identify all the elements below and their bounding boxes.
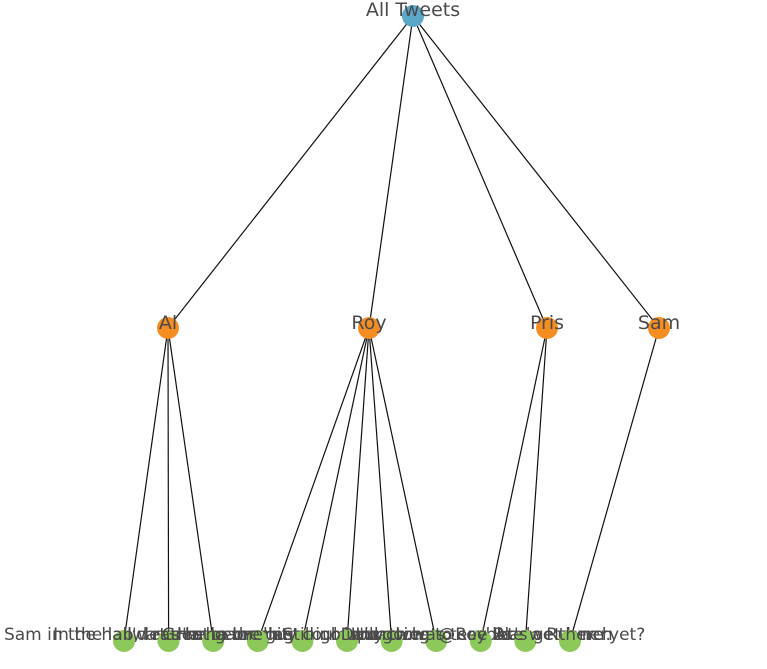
author-node-al[interactable]: Al: [157, 312, 179, 339]
author-node-pris[interactable]: Pris: [530, 312, 564, 339]
tweet-node-circle[interactable]: [336, 630, 358, 652]
root-node-circle[interactable]: [402, 5, 424, 27]
author-label: Roy: [351, 312, 386, 334]
author-node-circle[interactable]: [358, 317, 380, 339]
link-al-to-tweet-3: [167, 327, 214, 642]
tweet-node-circle[interactable]: [559, 630, 581, 652]
link-roy-to-tweet-3: [346, 327, 370, 642]
link-al-to-tweet-2: [167, 327, 170, 642]
tweet-label: Daily tweet.: [341, 625, 443, 645]
link-roy-to-tweet-1: [257, 327, 370, 642]
tweet-label: I'm going to see Blade Runner.: [351, 625, 611, 645]
link-root-to-roy: [368, 15, 414, 329]
tweet-node-circle[interactable]: [380, 630, 403, 652]
author-node-circle[interactable]: [157, 317, 179, 339]
link-root-to-al: [167, 15, 414, 329]
link-root-to-sam: [412, 15, 660, 329]
tree-nodes: I met Sam in the hallway, I'm so over it…: [0, 0, 680, 652]
tweet-label: Are we there yet?: [495, 625, 645, 645]
tweet-node-circle[interactable]: [246, 630, 269, 652]
tweet-node[interactable]: Ha ha the guy couldn't catch.: [177, 625, 428, 652]
link-roy-to-tweet-2: [301, 327, 370, 642]
tweet-label: Ha ha the guy couldn't catch.: [177, 625, 428, 645]
link-roy-to-tweet-4: [368, 327, 393, 642]
link-pris-to-tweet-2: [524, 327, 548, 642]
tweet-node[interactable]: I'm going to see Blade Runner.: [351, 625, 611, 652]
tweet-node[interactable]: Daily tweet.: [341, 625, 443, 652]
author-label: Al: [159, 312, 177, 334]
root-label: All Tweets: [366, 0, 460, 21]
author-node-roy[interactable]: Roy: [351, 312, 387, 339]
tweet-node-circle[interactable]: [113, 630, 135, 652]
tweet-node-circle[interactable]: [425, 630, 448, 652]
tweet-node-circle[interactable]: [202, 630, 225, 652]
tweet-node-circle[interactable]: [469, 630, 492, 652]
tweet-label: In the lab, let's have lunch.: [53, 625, 284, 645]
link-sam-to-tweet-1: [569, 327, 660, 642]
author-label: Sam: [638, 312, 680, 334]
author-node-sam[interactable]: Sam: [638, 312, 680, 339]
tweet-node-circle[interactable]: [157, 630, 180, 652]
link-al-to-tweet-1: [123, 327, 169, 642]
link-roy-to-tweet-5: [368, 327, 437, 642]
tweet-node[interactable]: Are we there yet?: [495, 625, 645, 652]
tree-links: [123, 15, 660, 642]
tweet-node[interactable]: Still no update.: [283, 625, 412, 652]
link-pris-to-tweet-1: [480, 327, 548, 642]
root-node[interactable]: All Tweets: [366, 0, 460, 27]
author-node-circle[interactable]: [536, 317, 558, 339]
link-root-to-pris: [412, 15, 548, 329]
tweet-node-circle[interactable]: [291, 630, 314, 652]
tweet-node-circle[interactable]: [514, 630, 537, 652]
author-node-circle[interactable]: [648, 317, 670, 339]
author-label: Pris: [530, 312, 564, 334]
tweet-node[interactable]: In the lab, let's have lunch.: [53, 625, 284, 652]
tweet-label: Still no update.: [283, 625, 412, 645]
